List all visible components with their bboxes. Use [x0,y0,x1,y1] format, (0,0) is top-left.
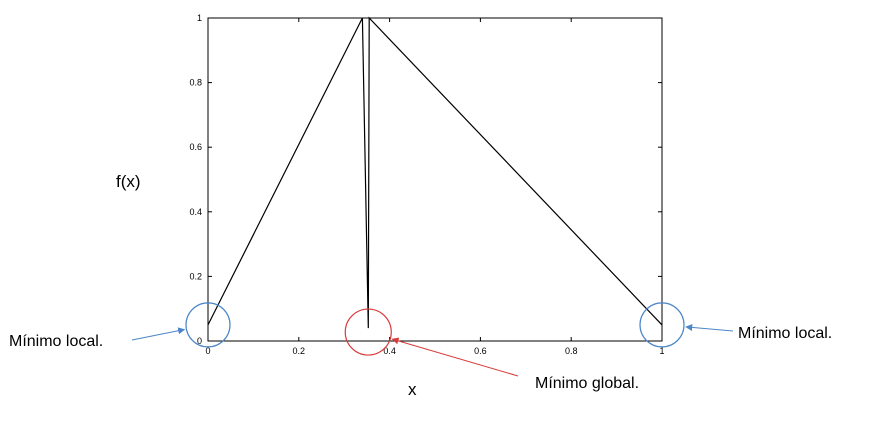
y-axis-title: f(x) [116,172,141,191]
ticks [207,17,663,342]
annotation-circle [639,302,685,348]
annotations: Mínimo local. Mínimo global. Mínimo local. [9,302,832,392]
annotation-circle [344,308,392,356]
tick-labels: 0 0.2 0.4 0.6 0.8 1 0 0.2 0.4 0.6 0.8 1 [189,13,664,356]
y-tick-label: 0.8 [189,78,202,88]
x-tick-label: 0.8 [565,346,578,356]
annotation-circle [185,302,231,348]
series-line [207,16,663,329]
annotation-label: Mínimo global. [535,375,639,392]
y-tick-label: 0.4 [189,207,202,217]
x-tick-label: 0 [205,346,210,356]
y-tick-label: 0.2 [189,271,202,281]
x-tick-label: 0.2 [293,346,306,356]
y-tick-label: 0 [197,336,202,346]
y-tick-label: 1 [197,13,202,23]
y-tick-label: 0.6 [189,142,202,152]
x-tick-label: 0.6 [474,346,487,356]
x-tick-label: 1 [659,346,664,356]
annotation-arrow [391,337,519,377]
annotation-arrow [685,323,734,332]
x-tick-label: 0.4 [383,346,396,356]
annotation-arrow [131,327,186,341]
x-axis-title: x [408,380,417,399]
annotation-label: Mínimo local. [9,333,103,350]
annotation-label: Mínimo local. [738,325,832,342]
plot-frame [207,17,663,342]
